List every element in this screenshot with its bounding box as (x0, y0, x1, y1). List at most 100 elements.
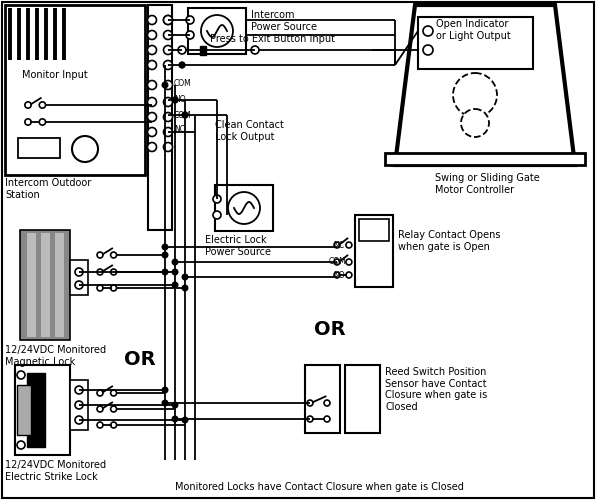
Circle shape (97, 269, 103, 275)
Text: Clean Contact
Lock Output: Clean Contact Lock Output (215, 120, 284, 142)
Bar (17, 385, 31, 435)
Circle shape (162, 244, 168, 250)
Circle shape (111, 422, 117, 428)
Bar (355, 215, 393, 287)
Circle shape (111, 285, 117, 291)
Text: OR: OR (314, 320, 346, 339)
Circle shape (39, 119, 45, 125)
Circle shape (179, 62, 185, 68)
Circle shape (172, 416, 178, 422)
Circle shape (111, 252, 117, 258)
Text: Open Indicator
or Light Output: Open Indicator or Light Output (436, 19, 511, 40)
Bar (27, 233, 36, 337)
Bar (41, 233, 50, 337)
Circle shape (147, 16, 157, 24)
Circle shape (172, 402, 178, 408)
Bar (345, 365, 380, 433)
Circle shape (97, 422, 103, 428)
Circle shape (25, 102, 31, 108)
Bar (20, 230, 70, 340)
Circle shape (147, 98, 157, 106)
Circle shape (163, 80, 172, 90)
Circle shape (147, 46, 157, 54)
Bar (200, 46, 206, 55)
Circle shape (162, 400, 168, 406)
Circle shape (213, 195, 221, 203)
Circle shape (172, 259, 178, 265)
Circle shape (182, 112, 188, 118)
Text: Swing or Sliding Gate
Motor Controller: Swing or Sliding Gate Motor Controller (435, 173, 540, 195)
Text: 12/24VDC Monitored
Electric Strike Lock: 12/24VDC Monitored Electric Strike Lock (5, 460, 106, 481)
Circle shape (346, 242, 352, 248)
Text: COM: COM (174, 110, 192, 120)
Circle shape (163, 30, 172, 40)
Text: Electric Lock
Power Source: Electric Lock Power Source (205, 235, 271, 256)
Circle shape (324, 416, 330, 422)
Text: Press to Exit Button Input: Press to Exit Button Input (210, 34, 335, 44)
Bar (70, 380, 88, 430)
Circle shape (172, 269, 178, 275)
Circle shape (75, 281, 83, 289)
Circle shape (251, 46, 259, 54)
Circle shape (162, 82, 168, 88)
Circle shape (423, 45, 433, 55)
Bar (55, 233, 64, 337)
Circle shape (334, 242, 340, 248)
Circle shape (97, 390, 103, 396)
Circle shape (75, 268, 83, 276)
Circle shape (75, 416, 83, 424)
Circle shape (172, 282, 178, 288)
Bar (27, 373, 45, 447)
Circle shape (172, 97, 178, 103)
Circle shape (162, 387, 168, 393)
Circle shape (163, 16, 172, 24)
Text: Monitored Locks have Contact Closure when gate is Closed: Monitored Locks have Contact Closure whe… (175, 482, 464, 492)
Circle shape (17, 441, 25, 449)
Text: NO: NO (174, 96, 185, 104)
Circle shape (182, 417, 188, 423)
Polygon shape (395, 5, 575, 165)
Circle shape (163, 112, 172, 122)
Text: Reed Switch Position
Sensor have Contact
Closure when gate is
Closed: Reed Switch Position Sensor have Contact… (385, 367, 488, 412)
Circle shape (25, 119, 31, 125)
Circle shape (163, 142, 172, 152)
Text: 12/24VDC Monitored
Magnetic Lock: 12/24VDC Monitored Magnetic Lock (5, 345, 106, 366)
Circle shape (147, 142, 157, 152)
Bar (15, 365, 70, 455)
Circle shape (172, 97, 178, 103)
Circle shape (75, 386, 83, 394)
Circle shape (163, 128, 172, 136)
Circle shape (97, 406, 103, 412)
Circle shape (163, 16, 172, 24)
Text: Monitor Input: Monitor Input (22, 70, 88, 80)
Text: Intercom Outdoor
Station: Intercom Outdoor Station (5, 178, 91, 200)
Bar (359, 219, 389, 241)
Circle shape (163, 98, 172, 106)
Circle shape (178, 46, 186, 54)
Circle shape (111, 390, 117, 396)
Bar (148, 5, 172, 230)
Bar (18, 138, 60, 158)
Circle shape (182, 274, 188, 280)
Circle shape (163, 46, 172, 54)
Circle shape (97, 252, 103, 258)
Circle shape (17, 371, 25, 379)
Circle shape (162, 269, 168, 275)
Circle shape (346, 272, 352, 278)
Text: Intercom
Power Source: Intercom Power Source (251, 10, 317, 32)
Circle shape (179, 62, 185, 68)
Circle shape (453, 73, 497, 117)
Circle shape (228, 192, 260, 224)
Circle shape (147, 80, 157, 90)
Circle shape (213, 211, 221, 219)
Circle shape (307, 400, 313, 406)
Circle shape (423, 26, 433, 36)
Circle shape (186, 16, 194, 24)
Circle shape (163, 60, 172, 70)
Text: OR: OR (124, 350, 156, 369)
Circle shape (39, 102, 45, 108)
Circle shape (75, 401, 83, 409)
Circle shape (147, 30, 157, 40)
Bar (5, 5, 145, 175)
Text: Relay Contact Opens
when gate is Open: Relay Contact Opens when gate is Open (398, 230, 501, 252)
